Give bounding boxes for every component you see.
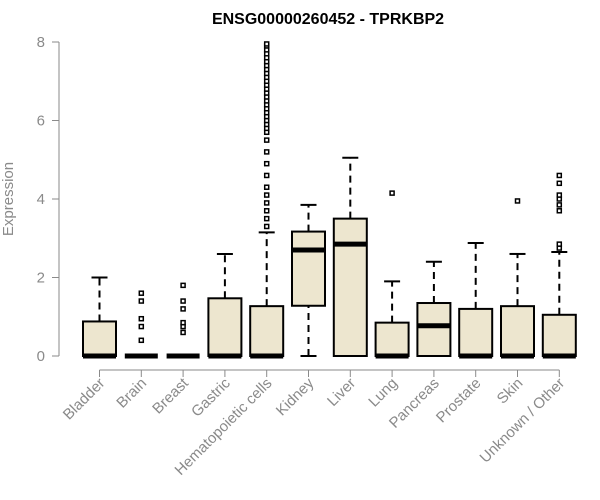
box-iqr [416,302,452,358]
x-tick-label: Brain [113,375,150,412]
outlier-point [263,215,270,222]
box-hematopoietic-cells [249,41,285,359]
y-axis-label: Expression [0,162,17,236]
x-tick-label: Breast [149,374,192,417]
box-bladder [82,276,117,359]
x-tick-label: Bladder [60,375,109,424]
box-breast [166,282,200,359]
box-iqr [374,321,410,358]
outlier-point [263,172,270,179]
box-skin [500,198,535,359]
x-tick-label: Prostate [433,375,485,427]
box-unknown-other [541,172,577,359]
outlier-point [263,160,270,167]
outlier-point [263,137,270,143]
x-tick-label: Skin [494,375,527,408]
outlier-point [138,337,145,344]
y-tick-label: 2 [37,270,45,287]
outlier-point [556,172,563,179]
x-tick-label: Lung [365,375,401,411]
box-iqr [82,320,117,357]
box-iqr [541,313,577,358]
outlier-point [263,223,270,230]
outlier-point [138,290,145,296]
outlier-point [389,190,395,196]
x-tick-label: Liver [324,375,359,410]
box-pancreas [416,260,452,358]
box-iqr [332,217,368,357]
outlier-point [180,282,186,289]
box-kidney [291,203,326,357]
y-tick-label: 8 [37,34,45,51]
box-iqr [500,305,535,357]
box-iqr [291,230,326,307]
outlier-point [138,323,145,330]
outlier-point [263,200,270,206]
outlier-point [556,180,563,187]
box-gastric [207,252,243,359]
outlier-point [138,315,145,322]
box-prostate [458,241,494,359]
x-tick-label: Kidney [273,374,318,419]
outlier-point [556,192,563,198]
y-tick-label: 4 [37,191,45,208]
box-liver [332,156,368,357]
outlier-point [180,298,186,304]
y-tick-label: 6 [37,113,45,130]
box-iqr [207,297,243,357]
outlier-point [180,306,186,312]
box-iqr [249,305,285,357]
outlier-point [556,208,563,214]
box-brain [124,290,158,359]
box-lung [374,190,410,359]
outlier-point [263,41,270,47]
outlier-point [263,192,270,198]
outlier-point [556,202,563,208]
outlier-point [556,241,563,247]
outlier-point [138,298,145,304]
chart-title: ENSG00000260452 - TPRKBP2 [212,11,444,28]
outlier-point [180,319,186,326]
y-tick-label: 0 [37,348,45,365]
outlier-point [263,208,270,214]
outlier-point [514,198,521,204]
outlier-point [263,149,270,155]
box-iqr [458,307,494,357]
y-axis: 0 2 4 6 8 [37,34,60,365]
boxes-group [82,41,577,359]
outlier-point [180,329,186,336]
outlier-point [263,184,270,190]
